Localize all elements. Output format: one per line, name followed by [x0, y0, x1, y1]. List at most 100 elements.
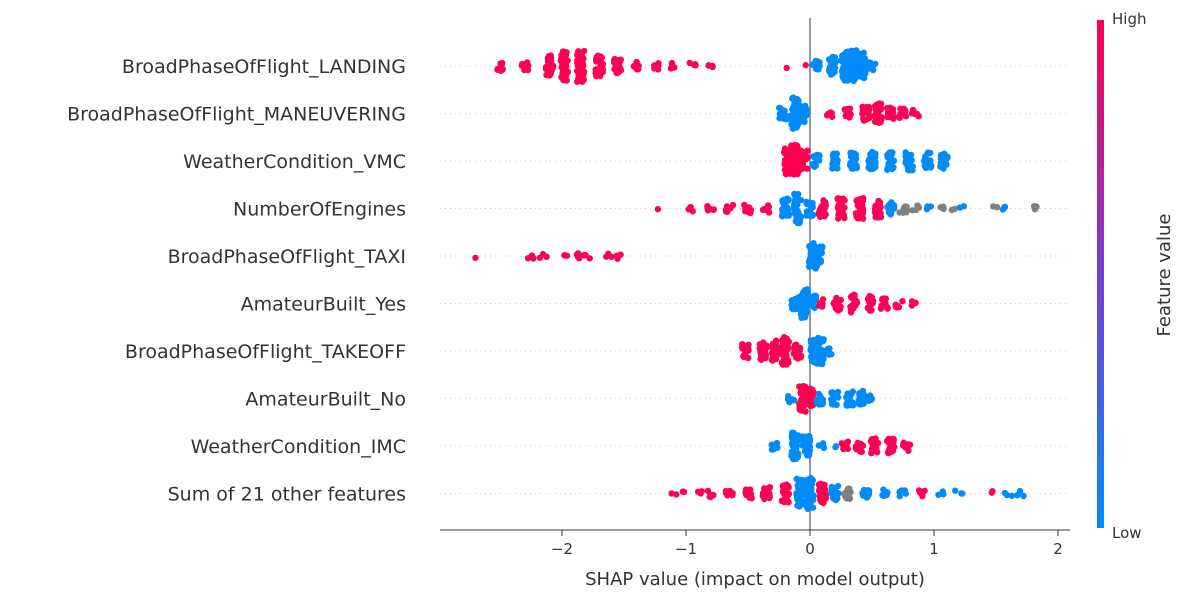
colorbar: High Low Feature value: [1097, 10, 1175, 542]
data-point: [613, 69, 620, 77]
data-point: [902, 204, 910, 211]
data-point: [578, 69, 586, 77]
data-point: [831, 390, 839, 398]
data-point: [668, 490, 675, 497]
data-point: [796, 344, 804, 352]
data-point: [811, 292, 818, 300]
data-point: [877, 305, 885, 312]
feature-label-2: WeatherCondition_VMC: [183, 151, 406, 173]
data-point: [598, 54, 605, 61]
data-point: [866, 59, 873, 67]
data-point: [924, 149, 932, 156]
data-point: [795, 450, 802, 458]
data-point: [780, 201, 788, 208]
data-point: [859, 205, 867, 212]
data-point: [795, 485, 802, 492]
data-point: [744, 207, 751, 214]
data-point: [706, 205, 713, 213]
data-point: [798, 498, 806, 505]
data-point: [499, 66, 506, 73]
data-point: [988, 489, 996, 496]
data-point: [613, 252, 620, 259]
data-point: [833, 300, 840, 307]
data-point: [799, 112, 806, 119]
data-point: [809, 492, 816, 499]
data-point: [884, 104, 891, 112]
data-point: [494, 65, 502, 72]
data-point: [940, 205, 947, 213]
data-point: [919, 492, 926, 500]
data-point: [824, 345, 832, 353]
data-point: [850, 291, 858, 298]
data-point: [536, 254, 544, 261]
data-point: [876, 113, 884, 120]
data-point: [707, 491, 715, 499]
data-point: [873, 213, 880, 221]
data-point: [562, 63, 570, 70]
data-point: [709, 63, 716, 71]
data-point: [680, 488, 688, 496]
data-point: [523, 60, 531, 68]
data-point: [1016, 487, 1024, 495]
data-point: [1020, 492, 1027, 500]
data-point: [655, 60, 662, 67]
data-point: [901, 487, 909, 494]
data-point: [872, 158, 879, 165]
data-point: [799, 311, 807, 319]
data-point: [595, 71, 603, 78]
data-point: [808, 343, 815, 351]
data-point: [781, 166, 789, 174]
data-point: [813, 65, 820, 73]
data-point: [896, 493, 903, 500]
data-point: [810, 240, 817, 247]
data-point: [874, 200, 882, 208]
data-point: [763, 344, 770, 352]
data-point: [887, 210, 894, 218]
data-point: [608, 253, 615, 261]
data-point: [692, 62, 699, 69]
data-point: [817, 205, 824, 213]
data-point: [896, 114, 903, 121]
data-point: [740, 352, 747, 359]
data-point: [827, 109, 834, 116]
data-point: [883, 113, 891, 121]
data-point: [799, 300, 807, 307]
data-point: [654, 205, 662, 213]
data-point: [847, 391, 855, 398]
data-point: [822, 494, 830, 502]
data-point: [853, 197, 861, 204]
data-point: [797, 161, 805, 168]
data-point: [793, 353, 800, 360]
data-point: [855, 400, 862, 408]
data-point: [818, 395, 825, 402]
data-point: [860, 390, 867, 397]
data-point: [832, 64, 839, 72]
data-point: [859, 103, 866, 111]
data-point: [843, 109, 851, 116]
data-point: [940, 165, 947, 172]
data-point: [760, 339, 767, 346]
data-point: [846, 485, 853, 493]
data-point: [543, 71, 550, 79]
data-point: [865, 114, 873, 121]
data-point: [830, 156, 837, 164]
data-point: [890, 113, 897, 121]
data-point: [885, 160, 892, 167]
data-point: [802, 61, 809, 69]
data-point: [859, 110, 866, 118]
data-point: [892, 301, 899, 309]
data-point: [848, 165, 855, 172]
data-point: [766, 493, 773, 500]
data-point: [784, 195, 791, 202]
data-point: [797, 406, 804, 414]
feature-label-8: WeatherCondition_IMC: [191, 436, 406, 458]
data-point: [899, 297, 906, 305]
data-point: [770, 347, 778, 354]
feature-label-0: BroadPhaseOfFlight_LANDING: [122, 56, 406, 78]
x-tick-label-3: 1: [929, 540, 939, 558]
data-point: [789, 106, 796, 113]
data-point: [797, 476, 805, 484]
data-point: [722, 489, 730, 497]
data-point: [839, 70, 847, 78]
